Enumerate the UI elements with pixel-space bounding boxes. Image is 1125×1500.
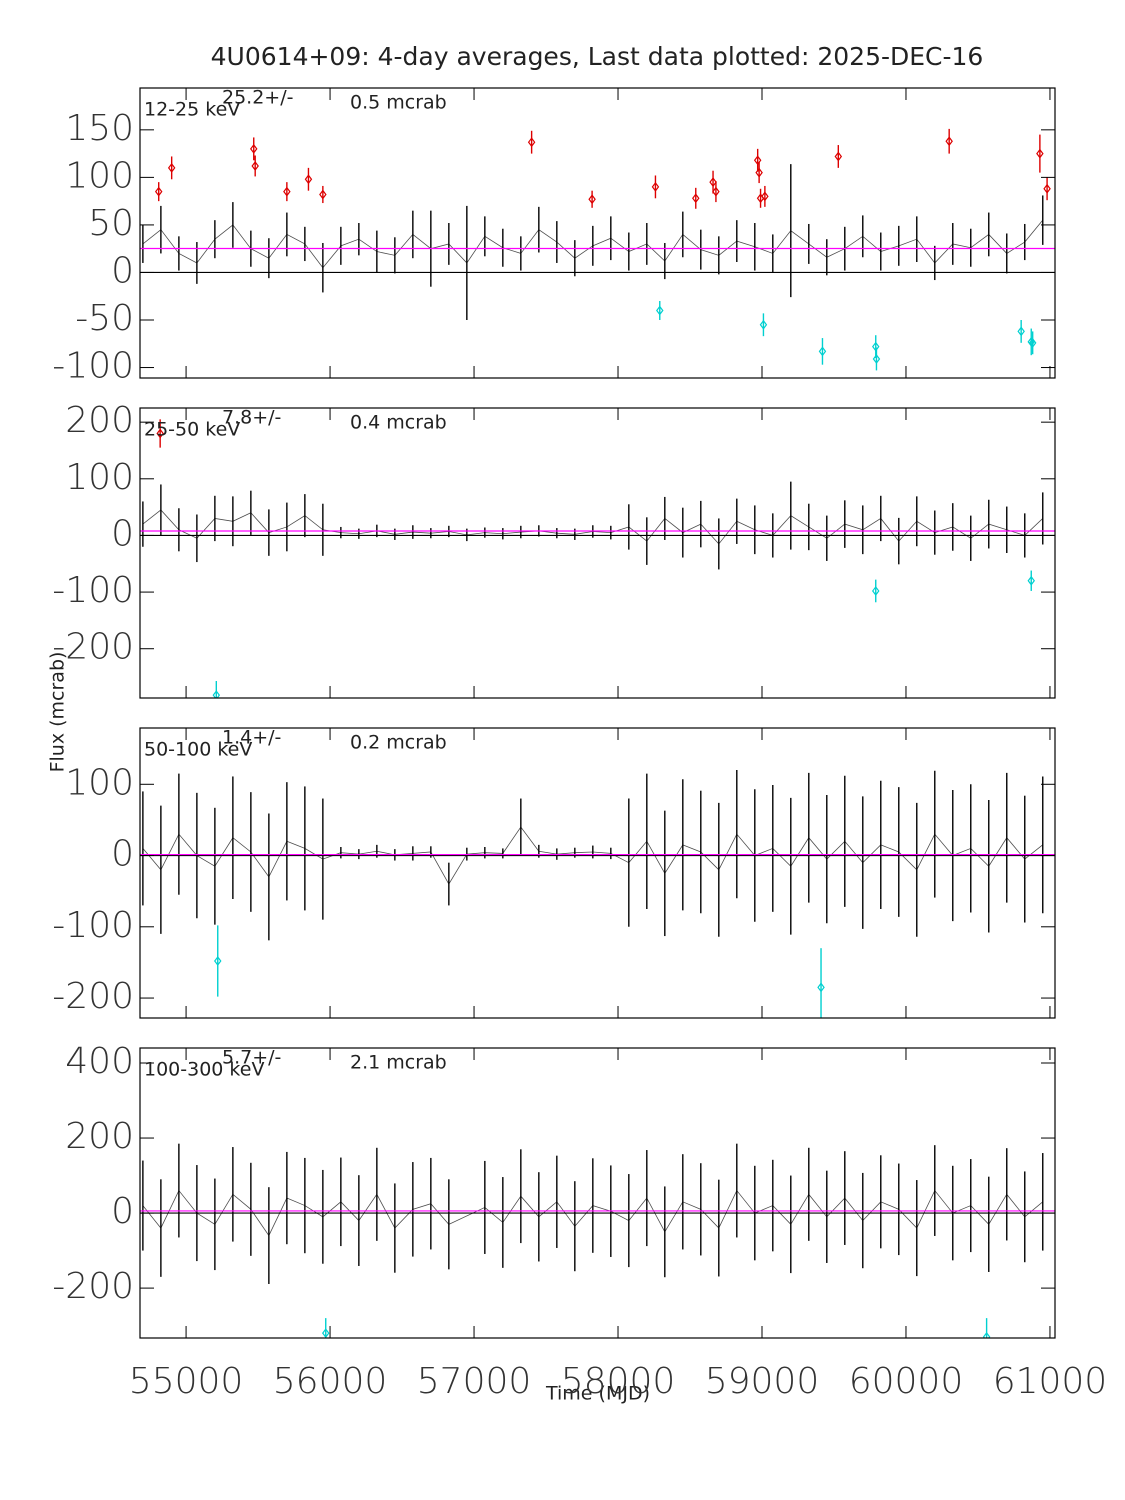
chart-title: 4U0614+09: 4-day averages, Last data plo… — [211, 42, 984, 71]
data-point — [817, 982, 825, 993]
plot-frame — [139, 407, 1056, 699]
plot-area — [142, 128, 1051, 371]
data-point — [304, 174, 313, 185]
mean-annotation: 1.4+/- — [222, 727, 281, 749]
x-tick-label: 61000 — [993, 1361, 1108, 1402]
y-tick-label: -200 — [52, 1266, 134, 1307]
data-point — [527, 137, 536, 148]
error-annotation: 0.2 mcrab — [350, 732, 447, 754]
data-point — [692, 193, 700, 204]
band-label: 25-50 keV — [144, 419, 240, 441]
band-label: 50-100 keV — [144, 739, 252, 761]
data-point — [1043, 183, 1051, 194]
mean-annotation: 25.2+/- — [222, 87, 293, 109]
mean-annotation: 5.7+/- — [222, 1047, 281, 1069]
y-tick-label: 50 — [88, 203, 134, 244]
y-tick-label: 100 — [65, 457, 134, 498]
plot-frame — [139, 87, 1056, 379]
y-tick-label: -100 — [52, 570, 134, 611]
y-tick-label: 200 — [65, 1116, 134, 1157]
y-tick-label: -50 — [75, 298, 134, 339]
y-tick-label: 0 — [111, 1191, 134, 1232]
y-tick-label: 400 — [65, 1041, 134, 1082]
band-label: 100-300 keV — [144, 1059, 264, 1081]
data-point — [588, 194, 596, 205]
data-point — [945, 136, 953, 147]
trace — [142, 826, 1044, 885]
data-point — [1027, 575, 1035, 586]
data-point — [982, 1331, 991, 1338]
x-tick-label: 57000 — [417, 1361, 532, 1402]
y-tick-label: 0 — [111, 513, 134, 554]
plot-area — [142, 1143, 1044, 1338]
data-point — [712, 186, 720, 197]
data-point — [709, 177, 717, 188]
plot-frame — [139, 1047, 1056, 1339]
data-point — [651, 181, 660, 192]
x-tick-label: 59000 — [705, 1361, 820, 1402]
data-point — [755, 167, 763, 178]
x-tick-label: 60000 — [849, 1361, 964, 1402]
data-point — [761, 191, 769, 202]
y-tick-label: 150 — [65, 108, 134, 149]
data-point — [871, 341, 880, 352]
y-tick-label: 0 — [111, 834, 134, 875]
data-point — [1017, 326, 1025, 337]
data-point — [1028, 337, 1037, 348]
x-tick-label: 56000 — [273, 1361, 388, 1402]
y-tick-label: -200 — [52, 627, 134, 668]
plot-area — [142, 419, 1044, 698]
data-point — [319, 189, 327, 200]
y-tick-label: -200 — [52, 976, 134, 1017]
trace — [142, 1189, 1044, 1237]
y-axis-label: Flux (mcrab) — [47, 652, 69, 773]
data-point — [834, 151, 843, 162]
x-tick-label: 55000 — [129, 1361, 244, 1402]
y-tick-label: 200 — [65, 400, 134, 441]
data-point — [321, 1328, 330, 1338]
error-annotation: 0.5 mcrab — [350, 92, 447, 114]
data-point — [249, 143, 258, 154]
y-tick-label: 0 — [111, 250, 134, 291]
trace — [142, 219, 1044, 269]
data-point — [753, 155, 762, 166]
x-tick-label: 58000 — [561, 1361, 676, 1402]
data-point — [656, 305, 664, 316]
data-point — [759, 319, 768, 330]
data-point — [283, 186, 291, 197]
mean-annotation: 7.8+/- — [222, 407, 281, 429]
data-point — [167, 162, 176, 173]
data-point — [154, 186, 163, 197]
data-point — [871, 585, 880, 596]
y-tick-label: -100 — [52, 905, 134, 946]
data-point — [156, 428, 164, 439]
x-axis-label: Time (MJD) — [545, 1383, 650, 1405]
data-point — [212, 690, 221, 698]
data-point — [251, 160, 259, 171]
error-annotation: 0.4 mcrab — [350, 412, 447, 434]
y-tick-label: -100 — [52, 346, 134, 387]
plot-area — [142, 770, 1044, 1018]
band-label: 12-25 keV — [144, 99, 240, 121]
error-annotation: 2.1 mcrab — [350, 1052, 447, 1074]
y-tick-label: 100 — [65, 762, 134, 803]
plot-frame — [139, 727, 1056, 1019]
data-point — [214, 955, 222, 966]
data-point — [818, 346, 827, 357]
y-tick-label: 100 — [65, 155, 134, 196]
data-point — [872, 353, 881, 364]
data-point — [1036, 148, 1044, 159]
